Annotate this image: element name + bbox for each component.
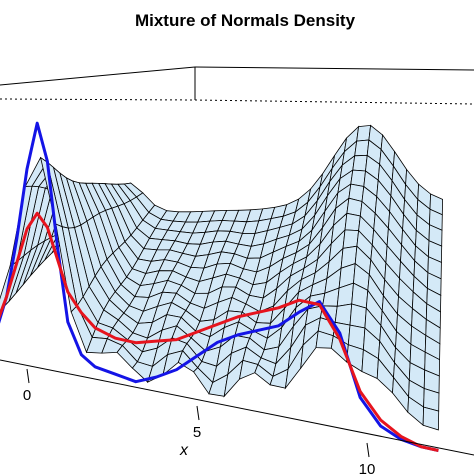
box-back-top-edge (0, 66, 196, 86)
surface-facet (354, 139, 370, 157)
surface-facet (334, 303, 353, 326)
x-tick-label: 10 (359, 461, 376, 474)
plot-box-back (0, 66, 474, 105)
surface-facet (346, 197, 363, 217)
series-layer (0, 121, 439, 452)
box-front-bottom-edge (0, 359, 474, 456)
density-series-line (0, 211, 439, 452)
x-tick-mark (196, 405, 200, 421)
density-surface (0, 124, 444, 431)
box-dotted-edge-left (0, 98, 196, 101)
surface-facet (352, 154, 368, 172)
surface-facet (344, 212, 361, 232)
plot-box-front (0, 359, 474, 456)
box-back-top-edge-right (194, 66, 474, 71)
x-tick-mark (366, 442, 370, 458)
x-axis: 0 5 10 (23, 368, 376, 474)
x-tick-mark (26, 368, 30, 384)
x-axis-label: x (179, 442, 189, 459)
surface-facet (342, 229, 360, 249)
x-tick-label: 0 (23, 387, 31, 404)
box-dotted-edge-right (194, 99, 474, 105)
surface-facet (422, 406, 440, 431)
surface-facet (356, 124, 372, 142)
surface-facet (350, 169, 366, 187)
chart-title: Mixture of Normals Density (135, 11, 356, 30)
surface-facet (349, 303, 367, 329)
x-tick-label: 5 (193, 424, 201, 441)
